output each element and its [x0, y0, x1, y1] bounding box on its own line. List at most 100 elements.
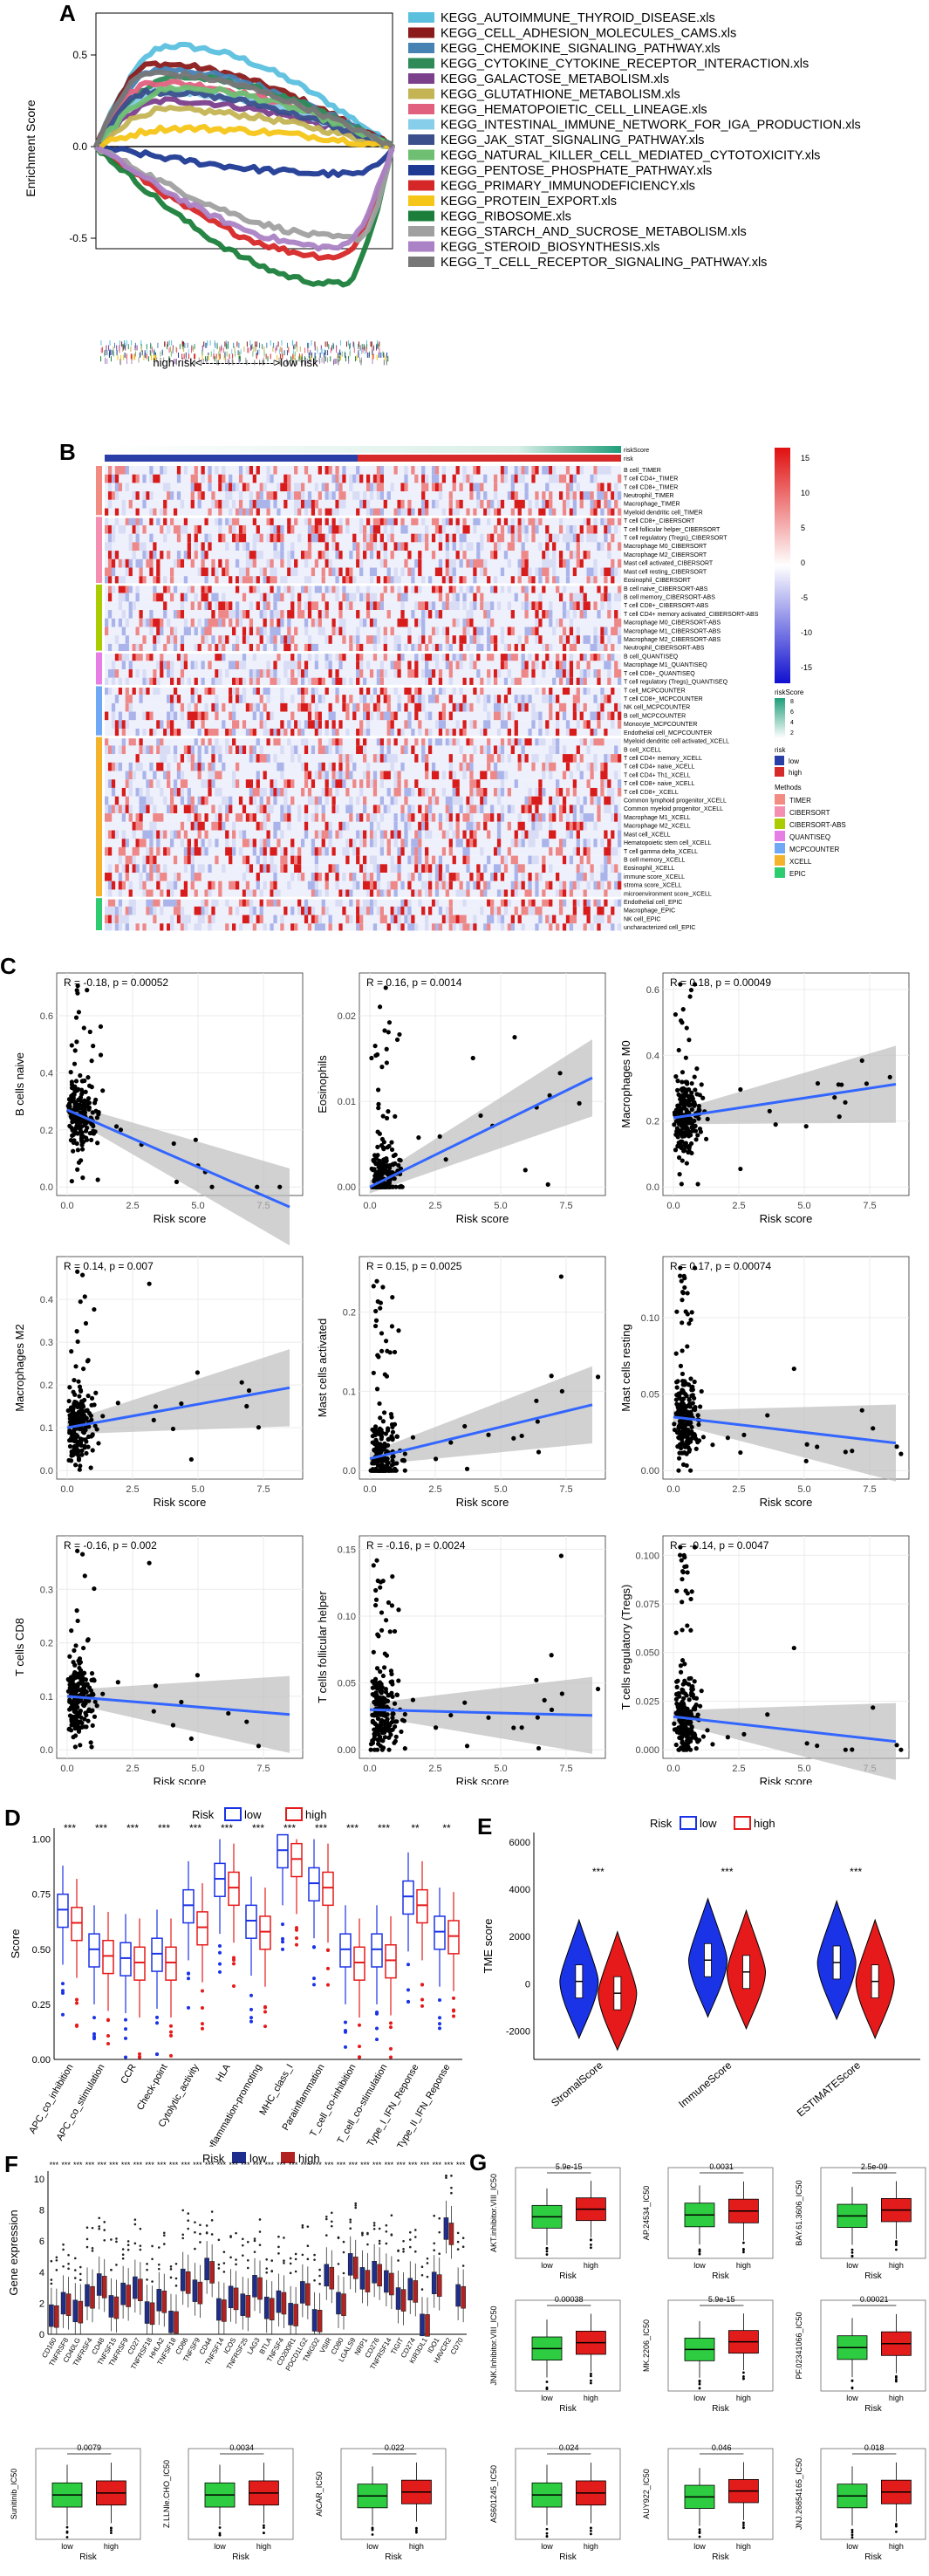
heatmap-cell	[225, 846, 229, 856]
heatmap-cell	[586, 813, 591, 822]
heatmap-cell	[263, 702, 267, 712]
heatmap-cell	[273, 736, 277, 746]
heatmap-cell	[421, 483, 426, 492]
heatmap-cell	[252, 652, 256, 661]
heatmap-cell	[218, 499, 222, 509]
heatmap-cell	[490, 898, 495, 907]
heatmap-cell	[476, 652, 481, 661]
heatmap-cell	[476, 643, 481, 653]
heatmap-cell	[287, 474, 291, 483]
heatmap-row-label: T cell CD8+_TIMER	[624, 484, 678, 490]
heatmap-cell	[493, 474, 498, 483]
heatmap-cell	[379, 466, 384, 475]
heatmap-cell	[372, 686, 378, 695]
gsea-legend-label: KEGG_PROTEIN_EXPORT.xls	[441, 195, 617, 209]
heatmap-cell	[356, 627, 360, 636]
heatmap-cell	[452, 567, 456, 577]
heatmap-cell	[149, 846, 154, 856]
heatmap-cell	[593, 839, 598, 847]
heatmap-cell	[579, 813, 584, 822]
heatmap-cell	[173, 711, 178, 721]
heatmap-cell	[218, 889, 222, 899]
heatmap-cell	[256, 508, 260, 517]
heatmap-cell	[386, 695, 391, 703]
heatmap-cell	[232, 711, 236, 721]
riskscore-bar	[105, 446, 621, 453]
scatter-point	[386, 1030, 391, 1035]
heatmap-cell	[121, 576, 126, 585]
heatmap-cell	[500, 889, 505, 899]
heatmap-cell	[273, 821, 277, 831]
heatmap-cell	[142, 474, 147, 483]
gsea-curve-1	[93, 41, 394, 151]
heatmap-cell	[183, 627, 188, 636]
heatmap-cell	[600, 864, 605, 874]
heatmap-cell	[455, 889, 460, 899]
heatmap-cell	[270, 787, 274, 797]
heatmap-cell	[132, 601, 136, 611]
heatmap-cell	[438, 533, 443, 543]
heatmap-cell	[448, 499, 453, 509]
heatmap-cell	[517, 499, 522, 509]
heatmap-cell	[204, 593, 208, 602]
heatmap-cell	[507, 558, 512, 568]
heatmap-cell	[242, 839, 247, 847]
heatmap-cell	[618, 787, 622, 797]
heatmap-cell	[146, 889, 150, 899]
heatmap-cell	[434, 661, 440, 670]
heatmap-cell	[611, 830, 615, 839]
heatmap-cell	[132, 652, 136, 661]
heatmap-cell	[545, 567, 550, 577]
scatter-ylabel: B cells naive	[13, 1052, 26, 1116]
heatmap-cell	[335, 779, 339, 788]
heatmap-cell	[238, 466, 243, 475]
heatmap-cell	[183, 618, 188, 627]
heatmap-cell	[331, 796, 336, 805]
heatmap-cell	[197, 821, 202, 831]
heatmap-cell	[135, 584, 140, 593]
heatmap-cell	[335, 593, 339, 602]
heatmap-cell	[590, 508, 594, 517]
heatmap-cell	[473, 830, 477, 839]
heatmap-cell	[441, 652, 447, 661]
scatter-stat: R = -0.18, p = 0.00052	[64, 976, 168, 989]
heatmap-cell	[352, 702, 357, 712]
heatmap-cell	[414, 686, 419, 695]
heatmap-cell	[290, 491, 295, 500]
heatmap-cell	[105, 805, 109, 814]
heatmap-cell	[208, 686, 212, 695]
heatmap-cell	[153, 576, 157, 585]
heatmap-cell	[324, 533, 329, 543]
heatmap-cell	[149, 466, 154, 475]
heatmap-cell	[338, 771, 343, 780]
heatmap-cell	[552, 830, 557, 839]
heatmap-cell	[379, 771, 384, 780]
heatmap-cell	[425, 533, 429, 543]
heatmap-cell	[270, 923, 274, 932]
heatmap-cell	[273, 846, 277, 856]
heatmap-cell	[321, 830, 325, 839]
heatmap-cell	[139, 839, 143, 847]
heatmap-cell	[565, 542, 570, 552]
heatmap-cell	[280, 533, 284, 543]
heatmap-cell	[452, 702, 456, 712]
heatmap-cell	[590, 736, 594, 746]
heatmap-cell	[128, 889, 133, 899]
heatmap-cell	[111, 805, 116, 814]
heatmap-cell	[418, 873, 422, 881]
heatmap-cell	[194, 873, 198, 881]
heatmap-cell	[111, 567, 116, 577]
heatmap-cell	[153, 855, 157, 865]
scatter-point	[557, 1071, 563, 1076]
heatmap-row-label: Macrophage M2_CIBERSORT-ABS	[624, 637, 721, 643]
heatmap-cell	[404, 508, 408, 517]
heatmap-cell	[335, 787, 339, 797]
heatmap-cell	[256, 915, 260, 924]
heatmap-cell	[604, 805, 608, 814]
heatmap-cell	[287, 567, 291, 577]
heatmap-cell	[425, 923, 429, 932]
heatmap-cell	[135, 524, 140, 534]
heatmap-cell	[349, 898, 353, 907]
heatmap-cell	[290, 839, 295, 847]
heatmap-cell	[425, 508, 429, 517]
